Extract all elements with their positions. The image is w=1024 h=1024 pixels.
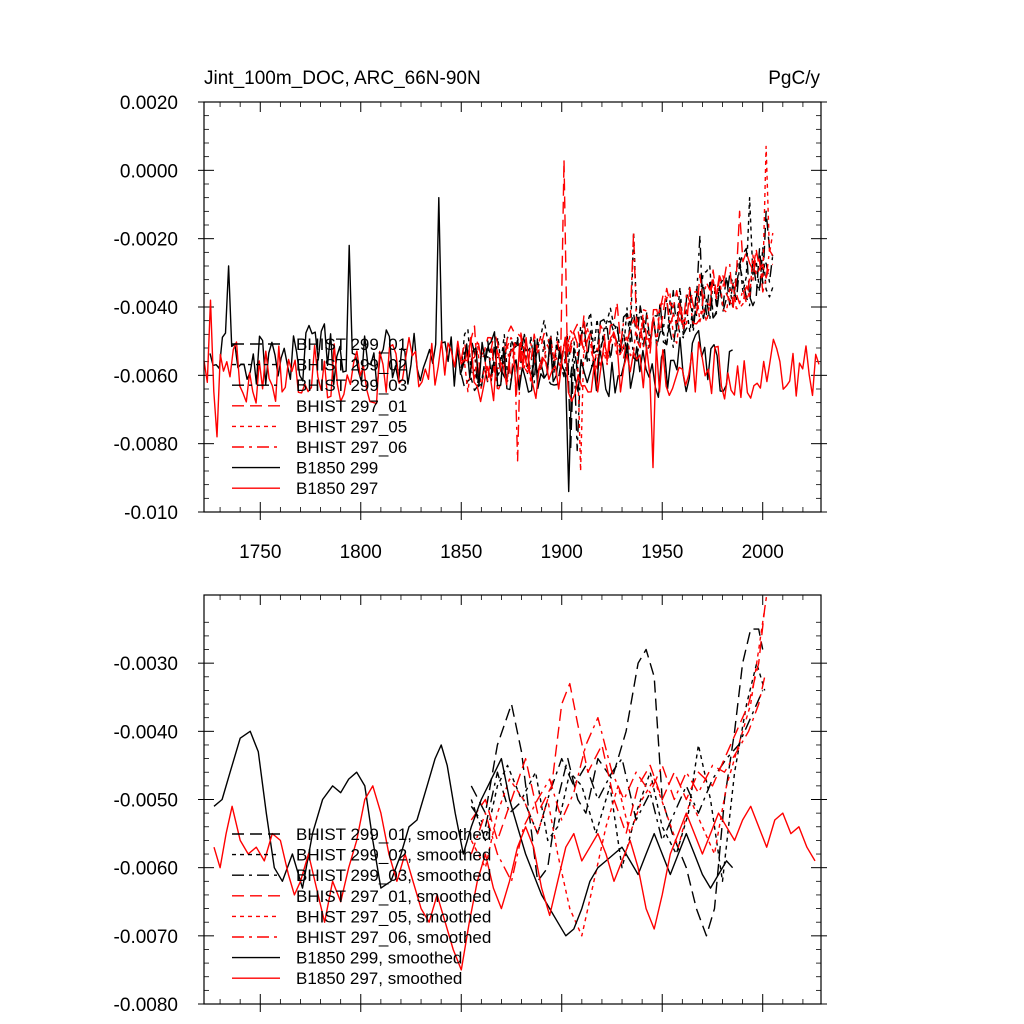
y-tick-label: -0.0060 (114, 859, 178, 880)
bottom-panel: -0.0080 -0.0070 -0.0060 -0.0050 -0.0040 -0.00… (114, 594, 827, 1016)
bottom-plot-frame (203, 594, 822, 1005)
legend-label: BHIST 297_06 (296, 438, 407, 457)
series-line-b1850-297 (203, 299, 820, 469)
top-panel: Jint_100m_DOC, ARC_66N-90N PgC/y 1750 180… (114, 68, 827, 563)
y-tick-label: -0.0020 (114, 230, 178, 251)
series-line-bhist-299-02 (460, 197, 774, 384)
x-tick-label: 1950 (641, 542, 683, 563)
y-tick-label: 0.0020 (120, 93, 178, 114)
series-line-bhist-299-02-smoothed (470, 662, 766, 882)
bottom-series-group (213, 594, 816, 971)
series-line-bhist-297-05-smoothed (470, 594, 768, 937)
legend-label: BHIST 297_05, smoothed (296, 907, 491, 926)
legend-label: BHIST 299_01 (296, 335, 407, 354)
legend-label: BHIST 299_02 (296, 356, 407, 375)
y-tick-label: -0.0050 (114, 791, 178, 812)
legend-label: B1850 299 (296, 459, 378, 478)
series-line-bhist-297-05 (460, 145, 774, 472)
series-line-bhist-297-01 (460, 159, 774, 379)
top-series-group (203, 145, 820, 493)
x-tick-label: 1900 (541, 542, 583, 563)
series-line-b1850-297-smoothed (213, 785, 816, 971)
legend-label: BHIST 297_01 (296, 397, 407, 416)
legend-label: BHIST 299_03, smoothed (296, 866, 491, 885)
series-line-bhist-297-01-smoothed (470, 608, 766, 842)
legend-label: B1850 297, smoothed (296, 969, 462, 988)
top-plot-frame (203, 101, 822, 513)
legend-label: BHIST 297_05 (296, 417, 407, 436)
legend-label: BHIST 297_06, smoothed (296, 928, 491, 947)
x-tick-label: 2000 (742, 542, 784, 563)
series-line-bhist-297-06 (460, 231, 774, 462)
legend-label: BHIST 299_03 (296, 376, 407, 395)
y-tick-label: 0.0000 (120, 161, 178, 182)
legend-label: B1850 299, smoothed (296, 949, 462, 968)
y-tick-label: -0.0040 (114, 298, 178, 319)
series-line-b1850-299-smoothed (213, 730, 734, 937)
series-line-bhist-297-06-smoothed (470, 676, 766, 882)
bottom-legend: BHIST 299_01, smoothed BHIST 299_02, smoo… (232, 825, 491, 988)
y-tick-label: -0.010 (124, 503, 178, 524)
x-tick-label: 1850 (440, 542, 482, 563)
top-chart-units: PgC/y (768, 68, 820, 89)
legend-label: BHIST 297_01, smoothed (296, 887, 491, 906)
y-tick-label: -0.0070 (114, 927, 178, 948)
legend-label: BHIST 299_01, smoothed (296, 825, 491, 844)
x-tick-label: 1800 (340, 542, 382, 563)
y-tick-label: -0.0030 (114, 654, 178, 675)
y-tick-label: -0.0080 (114, 435, 178, 456)
top-axis-ticks: 1750 1800 1850 1900 1950 2000 -0.010 -0.0080 -0.… (114, 93, 827, 563)
bottom-axis-ticks: -0.0080 -0.0070 -0.0060 -0.0050 -0.0040 -0.00… (114, 595, 827, 1016)
legend-label: B1850 297 (296, 479, 378, 498)
series-line-bhist-299-01-smoothed (470, 628, 764, 937)
x-tick-label: 1750 (239, 542, 281, 563)
legend-label: BHIST 299_02, smoothed (296, 846, 491, 865)
series-line-bhist-299-03-smoothed (470, 690, 764, 842)
y-tick-label: -0.0080 (114, 995, 178, 1016)
y-tick-label: -0.0040 (114, 722, 178, 743)
top-chart-title: Jint_100m_DOC, ARC_66N-90N (204, 68, 481, 89)
y-tick-label: -0.0060 (114, 366, 178, 387)
